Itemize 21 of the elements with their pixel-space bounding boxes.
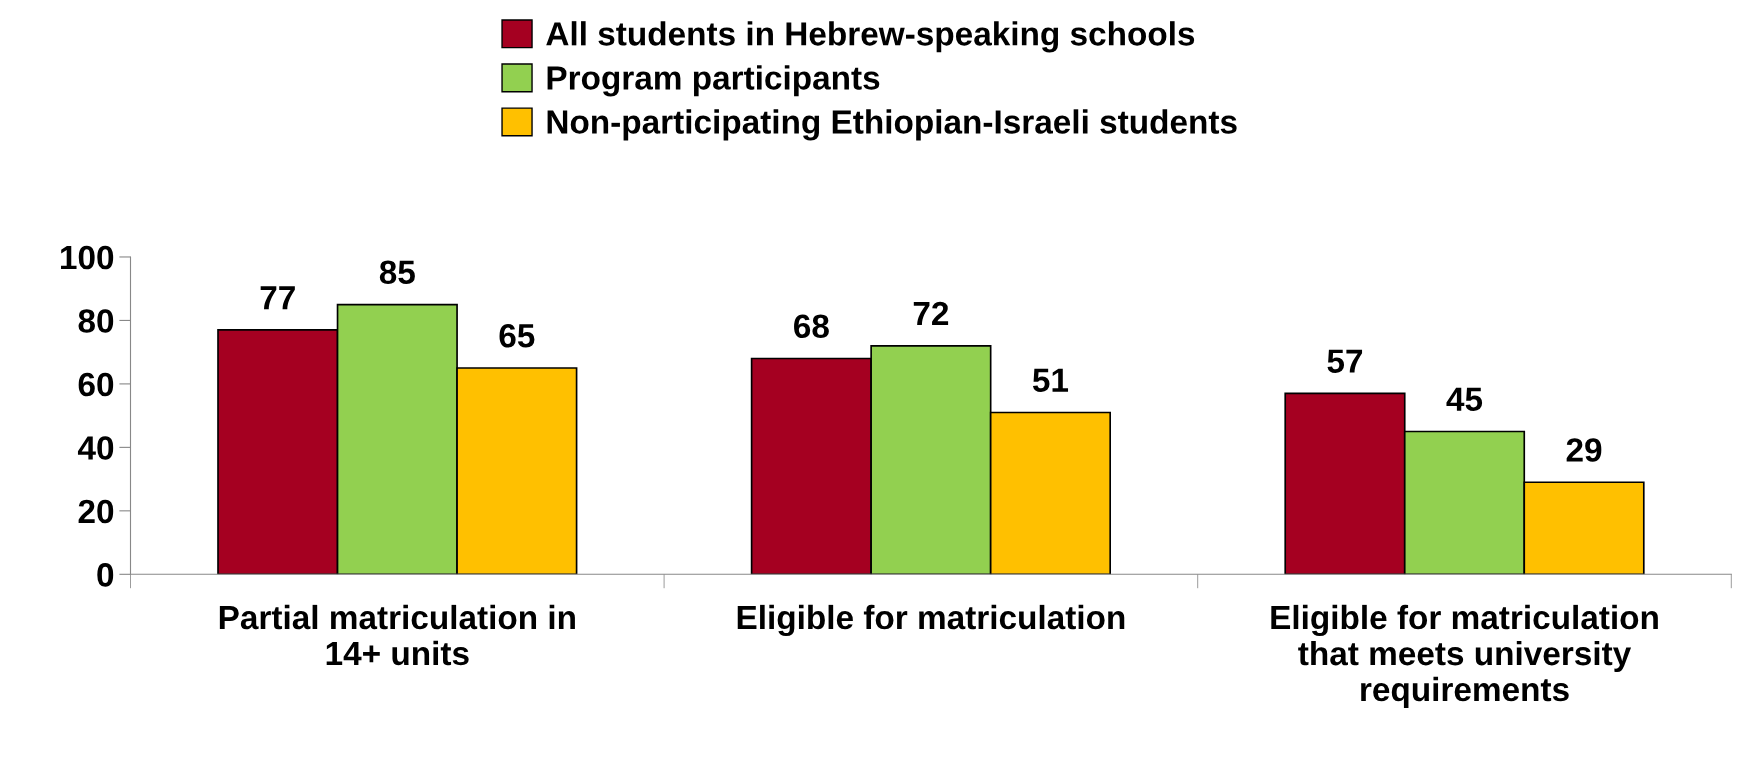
data-label: 65 xyxy=(499,323,535,348)
legend-label: All students in Hebrew-speaking schools xyxy=(546,21,1195,53)
data-label: 45 xyxy=(1446,387,1483,412)
y-tick-label: 0 xyxy=(97,563,114,587)
data-label: 29 xyxy=(1566,438,1602,462)
x-tick-label: Eligible for matriculation xyxy=(737,604,1125,637)
data-label: 57 xyxy=(1327,349,1363,373)
x-tick-label: Eligible for matriculation that meets university requirements xyxy=(1271,604,1658,708)
data-label: 85 xyxy=(379,260,415,285)
legend-label: Non-participating Ethiopian-Israeli students xyxy=(547,109,1237,141)
y-tick-label: 100 xyxy=(61,245,114,270)
y-tick-label: 20 xyxy=(78,499,114,524)
legend-label: Program participants xyxy=(547,65,880,97)
data-label: 68 xyxy=(794,314,829,339)
y-tick-label: 40 xyxy=(77,436,114,460)
y-tick-label: 80 xyxy=(78,309,114,333)
data-label: 72 xyxy=(913,301,949,326)
x-tick-label: Partial matriculation in 14+ units xyxy=(219,604,575,666)
y-tick-label: 60 xyxy=(78,372,114,397)
data-label: 77 xyxy=(260,286,295,310)
data-label: 51 xyxy=(1032,368,1069,392)
